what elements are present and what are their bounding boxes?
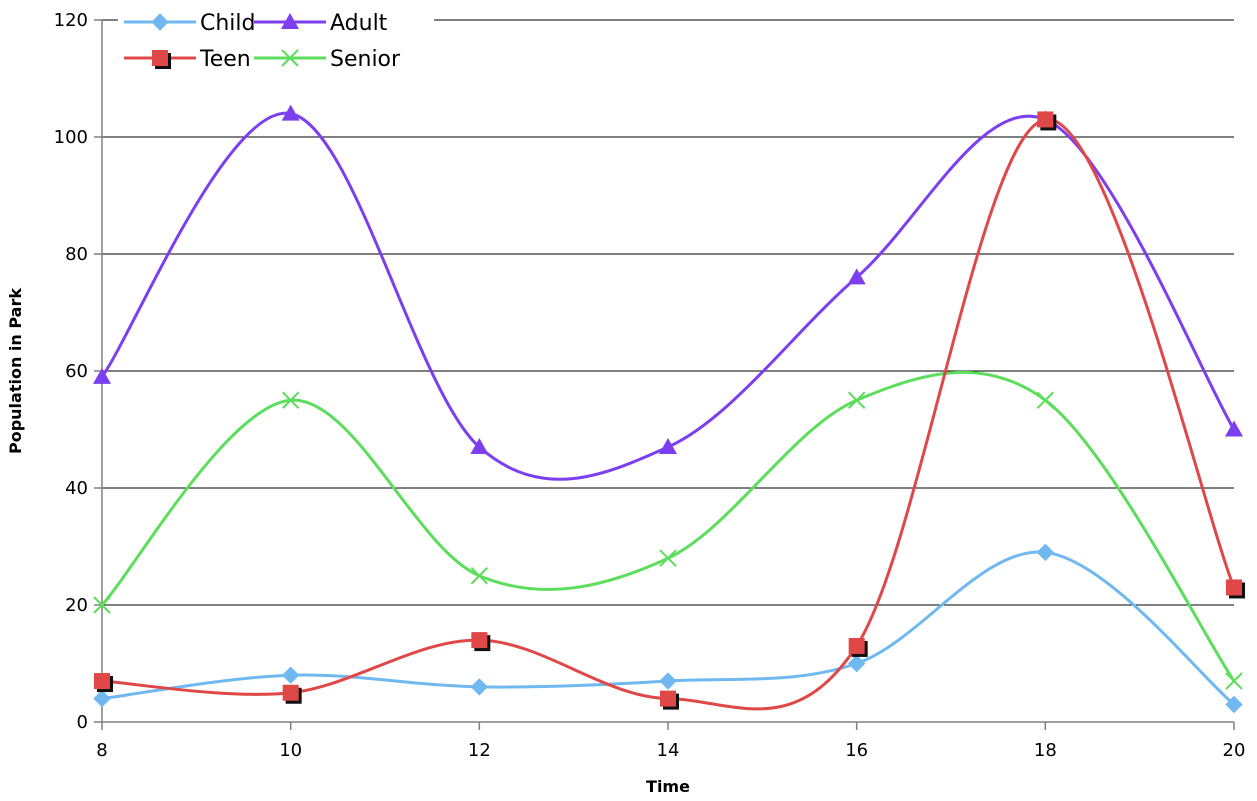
legend-label-teen: Teen — [199, 47, 251, 72]
series-line-senior — [100, 370, 1236, 682]
y-tick-label: 120 — [54, 10, 88, 31]
legend-item-child: Child — [124, 11, 256, 36]
y-tick-label: 0 — [77, 712, 88, 733]
x-tick-label: 8 — [96, 740, 107, 761]
y-tick-label: 100 — [54, 127, 88, 148]
y-tick-label: 20 — [65, 595, 88, 616]
series-line-teen — [101, 117, 1236, 711]
series-senior — [93, 370, 1243, 690]
point-teen-10 — [282, 684, 299, 701]
x-tick-label: 10 — [279, 740, 302, 761]
series-line-adult — [100, 112, 1236, 481]
point-senior-16 — [847, 391, 866, 409]
point-adult-8 — [93, 367, 111, 384]
point-adult-12 — [470, 438, 489, 455]
point-senior-8-stroke-b — [93, 596, 111, 614]
point-child-20 — [1225, 695, 1243, 714]
point-senior-8 — [93, 596, 111, 614]
point-child-16 — [847, 654, 866, 673]
point-teen-16 — [848, 637, 865, 654]
x-tick-labels: 8 10 12 14 16 18 20 — [96, 740, 1245, 761]
legend-label-child: Child — [200, 11, 256, 36]
point-senior-10 — [281, 391, 300, 409]
series-teen — [94, 111, 1245, 711]
x-tick-label: 18 — [1034, 740, 1057, 761]
y-tick-label: 60 — [65, 361, 88, 382]
legend-item-adult: Adult — [254, 11, 388, 36]
y-tick-label: 80 — [65, 244, 88, 265]
point-senior-16-stroke-b — [847, 391, 866, 409]
series-child — [93, 543, 1243, 714]
y-axis-title: Population in Park — [6, 288, 25, 454]
legend-marker-adult — [281, 13, 299, 29]
point-teen-20 — [1226, 579, 1242, 596]
y-tick-labels: 0 20 40 60 80 100 120 — [54, 10, 88, 733]
point-senior-12-stroke-b — [470, 567, 489, 585]
legend-marker-senior-stroke-b — [281, 49, 299, 67]
x-axis-title: Time — [646, 777, 690, 796]
point-teen-14 — [660, 690, 676, 707]
point-senior-12 — [470, 567, 489, 585]
point-senior-20-stroke-b — [1225, 672, 1243, 690]
legend-label-adult: Adult — [330, 11, 388, 36]
point-senior-14-stroke-b — [659, 549, 677, 567]
y-tick-label: 40 — [65, 478, 88, 499]
legend: Child Teen Adult Senior — [118, 4, 434, 74]
point-child-12 — [470, 678, 489, 696]
point-child-14 — [659, 672, 677, 690]
point-child-8 — [93, 689, 111, 708]
legend-label-senior: Senior — [330, 47, 401, 72]
series-group — [93, 104, 1245, 714]
x-tick-label: 12 — [468, 740, 491, 761]
legend-marker-senior — [281, 49, 299, 67]
point-senior-14 — [659, 549, 677, 567]
point-senior-10-stroke-b — [281, 391, 300, 409]
x-tick-label: 20 — [1223, 740, 1246, 761]
legend-marker-teen — [152, 50, 168, 66]
point-adult-20 — [1225, 420, 1243, 437]
legend-item-senior: Senior — [254, 47, 401, 72]
point-adult-16 — [847, 268, 866, 285]
point-child-18 — [1036, 543, 1055, 562]
point-teen-18 — [1037, 111, 1054, 128]
point-teen-8 — [94, 673, 110, 690]
point-adult-14 — [659, 438, 677, 455]
point-teen-12 — [471, 632, 488, 649]
legend-item-teen: Teen — [124, 47, 251, 72]
point-senior-18 — [1036, 391, 1055, 409]
point-senior-18-stroke-b — [1036, 391, 1055, 409]
point-adult-10 — [281, 104, 300, 121]
x-tick-label: 14 — [657, 740, 680, 761]
point-child-10 — [281, 666, 300, 684]
point-senior-20 — [1225, 672, 1243, 690]
legend-marker-child — [151, 13, 169, 31]
x-tick-label: 16 — [845, 740, 868, 761]
